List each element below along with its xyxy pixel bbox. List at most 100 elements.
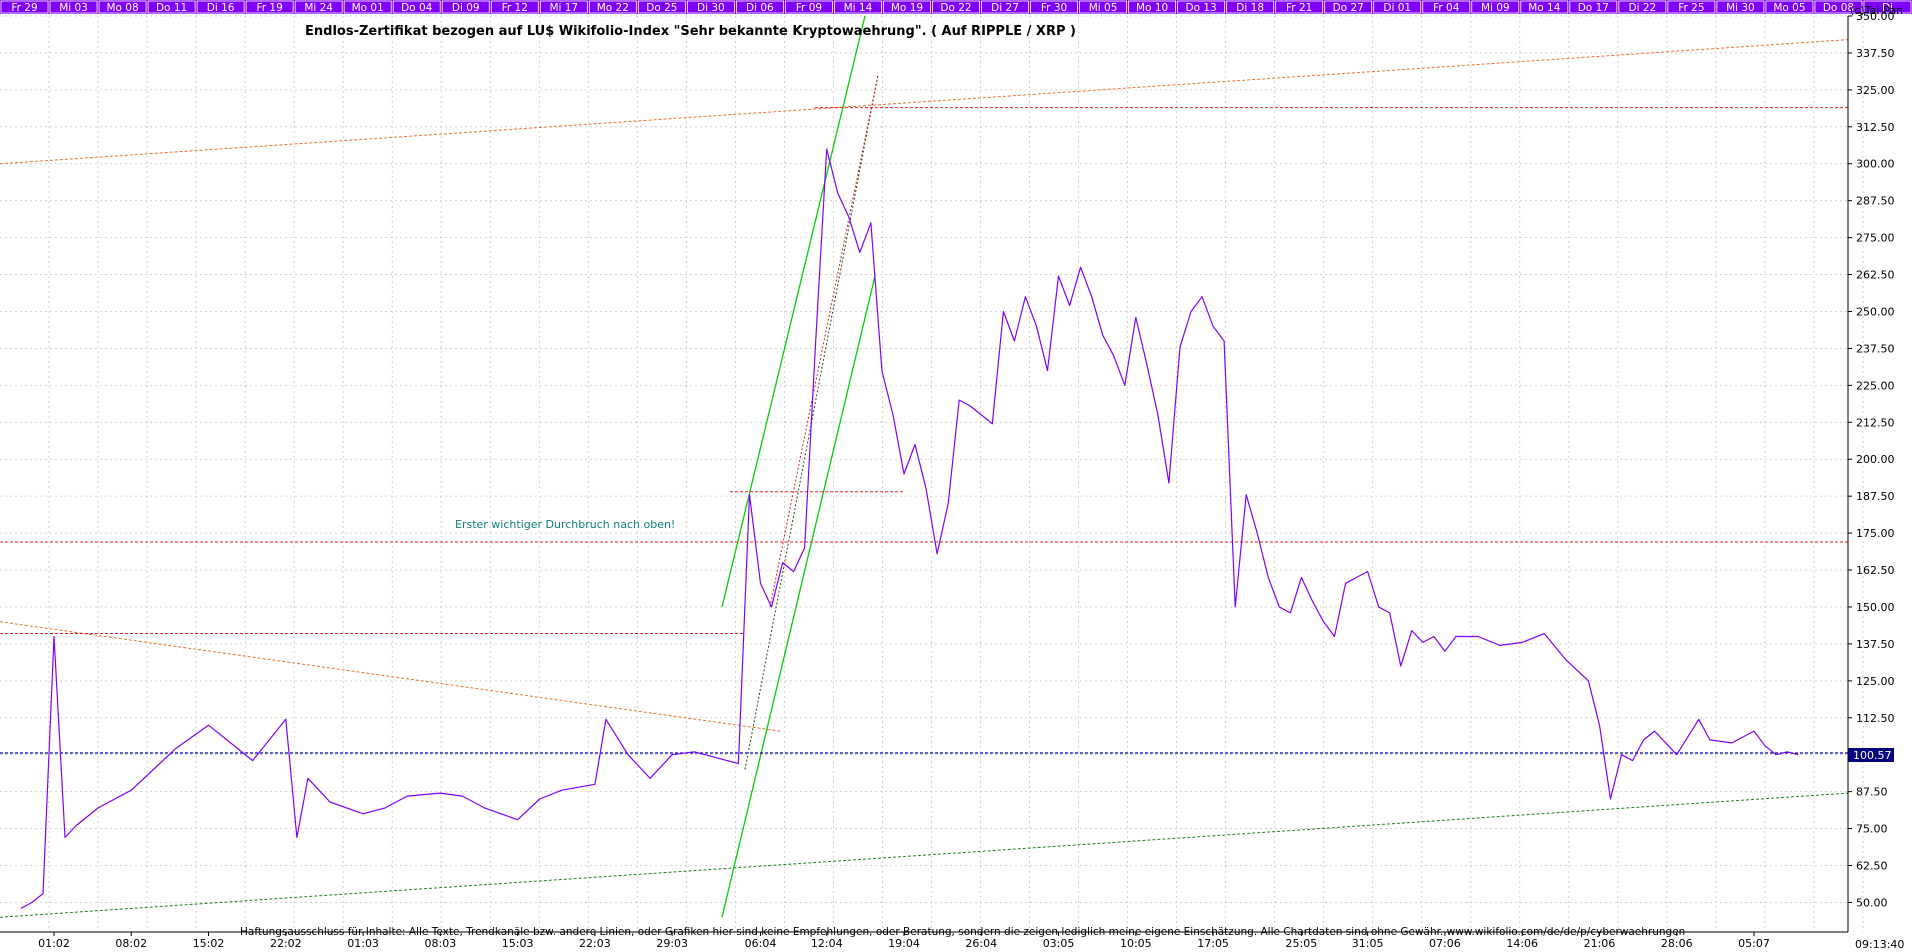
date-header-label: Do 25 bbox=[646, 2, 677, 14]
x-tick-label: 19:04 bbox=[888, 937, 920, 950]
date-header-label: Mo 22 bbox=[597, 2, 629, 14]
y-tick-label: 125.00 bbox=[1856, 675, 1895, 688]
price-series bbox=[20, 148, 1799, 909]
date-header-label: Fr 12 bbox=[502, 2, 528, 14]
x-tick-label: 08:03 bbox=[425, 937, 457, 950]
date-header-label: Do 04 bbox=[401, 2, 433, 14]
channel-upper-line bbox=[721, 15, 866, 608]
x-tick-label: 14:06 bbox=[1506, 937, 1538, 950]
current-value-badge bbox=[1848, 748, 1894, 762]
date-header-cell bbox=[1128, 0, 1177, 14]
date-header-label: Mi 03 bbox=[59, 2, 88, 14]
y-tick-label: 262.50 bbox=[1856, 269, 1895, 282]
y-tick-label: 150.00 bbox=[1856, 601, 1895, 614]
date-header-label: Fr 21 bbox=[1286, 2, 1312, 14]
date-header-label: Do 08 bbox=[1823, 2, 1854, 14]
annotation-breakout: Erster wichtiger Durchbruch nach oben! bbox=[455, 518, 675, 531]
date-header-cell bbox=[539, 0, 588, 14]
date-header-cell bbox=[1275, 0, 1324, 14]
date-header-cell bbox=[245, 0, 294, 14]
x-tick-label: 10:05 bbox=[1120, 937, 1152, 950]
date-header-label: Di bbox=[1882, 2, 1893, 14]
x-tick-label: 22:02 bbox=[270, 937, 302, 950]
date-header-label: Fr 29 bbox=[11, 2, 37, 14]
date-header-cell bbox=[932, 0, 980, 14]
date-header-label: Di 09 bbox=[452, 2, 480, 14]
date-header-cell bbox=[1814, 0, 1863, 14]
x-tick-label: 03:05 bbox=[1043, 937, 1075, 950]
date-header-cell bbox=[392, 0, 441, 14]
date-header-cell bbox=[1079, 0, 1127, 14]
y-tick-label: 187.50 bbox=[1856, 490, 1895, 503]
date-header-label: Di 16 bbox=[207, 2, 235, 14]
date-header-label: Fr 04 bbox=[1433, 2, 1460, 14]
disclaimer-text: Haftungsausschluss für Inhalte: Alle Tex… bbox=[240, 926, 1685, 938]
y-tick-label: 275.00 bbox=[1856, 232, 1895, 245]
y-axis: 50.0062.5075.0087.50100.00112.50125.0013… bbox=[1847, 10, 1895, 932]
y-tick-label: 50.00 bbox=[1856, 896, 1888, 909]
y-tick-label: 75.00 bbox=[1856, 823, 1888, 836]
date-header-label: Mo 01 bbox=[352, 2, 384, 14]
y-tick-label: 250.00 bbox=[1856, 305, 1895, 318]
date-header-cell bbox=[1324, 0, 1373, 14]
date-header-label: Di 27 bbox=[991, 2, 1019, 14]
date-header-label: Mo 08 bbox=[106, 2, 138, 14]
date-header-label: Mi 24 bbox=[304, 2, 333, 14]
date-header-label: Do 22 bbox=[940, 2, 971, 14]
date-header-label: Mi 14 bbox=[844, 2, 873, 14]
lower-support-trend-line bbox=[0, 792, 1849, 918]
date-header-cell bbox=[834, 0, 882, 14]
date-header-cell bbox=[441, 0, 490, 14]
current-value-label: 100.57 bbox=[1853, 749, 1892, 762]
price-line bbox=[20, 148, 1799, 909]
y-tick-label: 312.50 bbox=[1856, 121, 1895, 134]
date-header-label: Do 17 bbox=[1578, 2, 1609, 14]
date-header-label: Mo 14 bbox=[1528, 2, 1561, 14]
x-tick-label: 17:05 bbox=[1197, 937, 1229, 950]
date-header-cell bbox=[196, 0, 245, 14]
x-tick-label: 29:03 bbox=[656, 937, 688, 950]
date-header-label: Di 30 bbox=[697, 2, 725, 14]
date-header-label: Di 22 bbox=[1629, 2, 1657, 14]
x-tick-label: 28:06 bbox=[1661, 937, 1693, 950]
date-header-label: Do 11 bbox=[156, 2, 187, 14]
y-tick-label: 225.00 bbox=[1856, 379, 1895, 392]
date-header-label: Mo 05 bbox=[1773, 2, 1805, 14]
x-axis: 01:02 08:02 15:02 22:02 01:03 08:03 15:03 22:03… bbox=[0, 931, 1848, 950]
y-tick-label: 325.00 bbox=[1856, 84, 1895, 97]
x-tick-label: 25:05 bbox=[1286, 937, 1318, 950]
date-header-cell bbox=[1765, 0, 1814, 14]
y-tick-label: 287.50 bbox=[1856, 195, 1895, 208]
date-header-label: Di 01 bbox=[1383, 2, 1411, 14]
date-header-label: Fr 30 bbox=[1041, 2, 1067, 14]
date-header-cell bbox=[1177, 0, 1226, 14]
y-tick-label: 200.00 bbox=[1856, 453, 1895, 466]
date-header-cell bbox=[686, 0, 735, 14]
date-header-cell bbox=[1716, 0, 1765, 14]
date-header-cell bbox=[637, 0, 686, 14]
date-header-cell bbox=[98, 0, 147, 14]
date-header-label: Fr 19 bbox=[256, 2, 282, 14]
y-tick-label: 137.50 bbox=[1856, 638, 1895, 651]
x-tick-label: 06:04 bbox=[745, 937, 777, 950]
date-header-label: Mo 19 bbox=[891, 2, 923, 14]
horizontal-lines bbox=[0, 107, 1848, 754]
x-tick-label: 15:03 bbox=[502, 937, 534, 950]
date-header-cell bbox=[49, 0, 98, 14]
chart-title: Endlos-Zertifikat bezogen auf LU$ Wikifo… bbox=[305, 24, 1076, 39]
steep-dotted-line bbox=[769, 74, 879, 608]
x-tick-label: 15:02 bbox=[193, 937, 225, 950]
date-header-cell bbox=[1569, 0, 1618, 14]
date-header-label: Mi 17 bbox=[549, 2, 578, 14]
x-tick-label: 26:04 bbox=[965, 937, 997, 950]
date-header-cell bbox=[1667, 0, 1716, 14]
y-tick-label: 87.50 bbox=[1856, 786, 1888, 799]
date-header-cell bbox=[1863, 0, 1912, 14]
x-tick-label: 07:06 bbox=[1429, 937, 1461, 950]
channel-lower-line bbox=[721, 275, 876, 918]
date-header-cell bbox=[981, 0, 1029, 14]
date-header-label: Di 18 bbox=[1236, 2, 1264, 14]
x-tick-label: 22:03 bbox=[579, 937, 611, 950]
y-tick-label: 300.00 bbox=[1856, 158, 1895, 171]
